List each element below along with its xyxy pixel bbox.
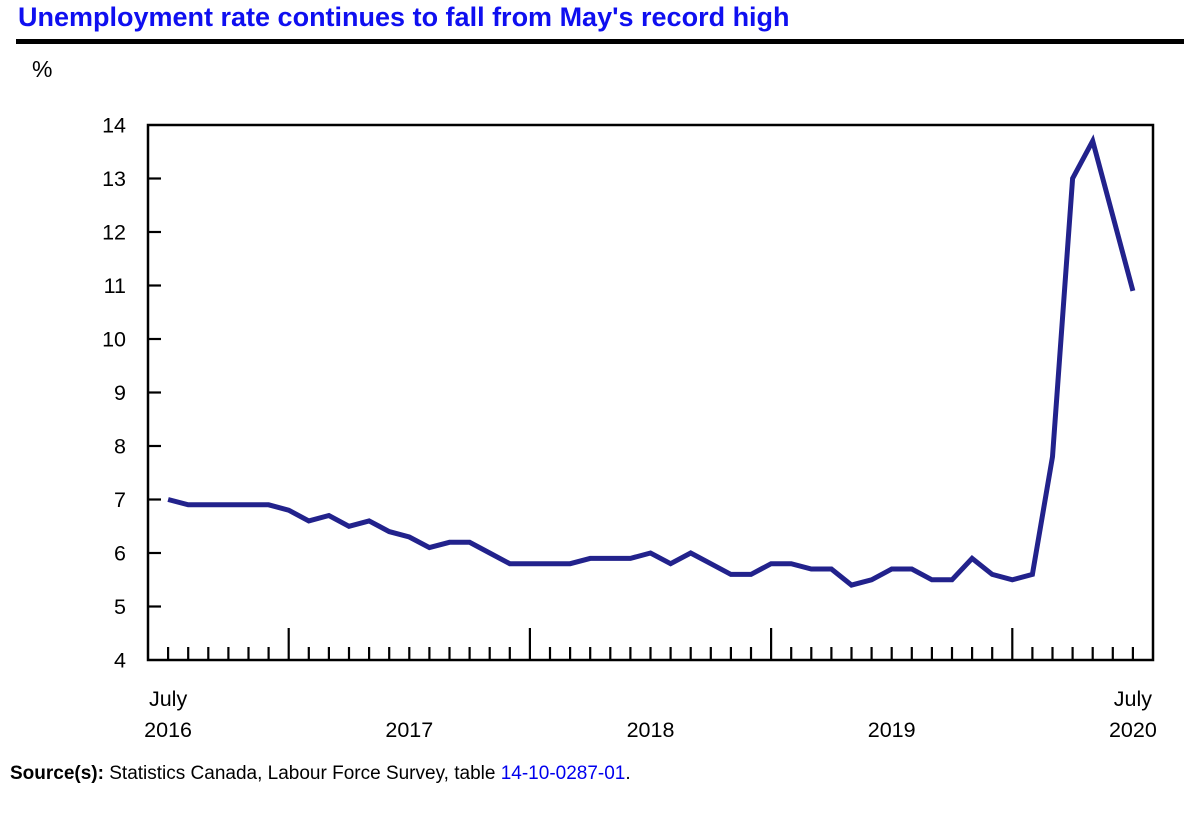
x-axis-month-label: July <box>1114 687 1152 711</box>
x-axis-year-label: 2017 <box>385 718 433 742</box>
y-axis-tick-label: 5 <box>114 595 126 619</box>
x-axis-year-label: 2016 <box>144 718 192 742</box>
source-text: Statistics Canada, Labour Force Survey, … <box>103 763 501 784</box>
x-axis-month-label: July <box>149 687 187 711</box>
y-axis-tick-label: 14 <box>102 114 126 138</box>
source-suffix: . <box>625 763 631 784</box>
y-axis-tick-label: 10 <box>102 328 126 352</box>
y-axis-tick-label: 13 <box>102 167 126 191</box>
y-axis-tick-label: 12 <box>102 221 126 245</box>
x-axis-year-label: 2019 <box>868 718 916 742</box>
chart-title: Unemployment rate continues to fall from… <box>18 2 790 32</box>
y-axis-tick-label: 4 <box>114 649 126 673</box>
y-axis-tick-label: 6 <box>114 542 126 566</box>
y-axis-tick-label: 11 <box>104 274 126 298</box>
source-line: Source(s): Statistics Canada, Labour For… <box>10 762 631 786</box>
y-axis-tick-label: 8 <box>114 435 126 459</box>
plot-frame <box>146 123 1155 662</box>
y-axis-tick-label: 7 <box>114 488 126 512</box>
title-underline-rule <box>16 39 1184 44</box>
unemployment-rate-line <box>167 134 1136 588</box>
x-axis-year-label: 2018 <box>627 718 675 742</box>
source-label: Source(s): <box>10 763 104 784</box>
y-axis-tick-label: 9 <box>114 381 126 405</box>
source-table-link[interactable]: 14-10-0287-01 <box>500 763 626 784</box>
y-axis-unit-label: % <box>32 56 53 82</box>
x-axis-year-label: 2020 <box>1109 718 1157 742</box>
